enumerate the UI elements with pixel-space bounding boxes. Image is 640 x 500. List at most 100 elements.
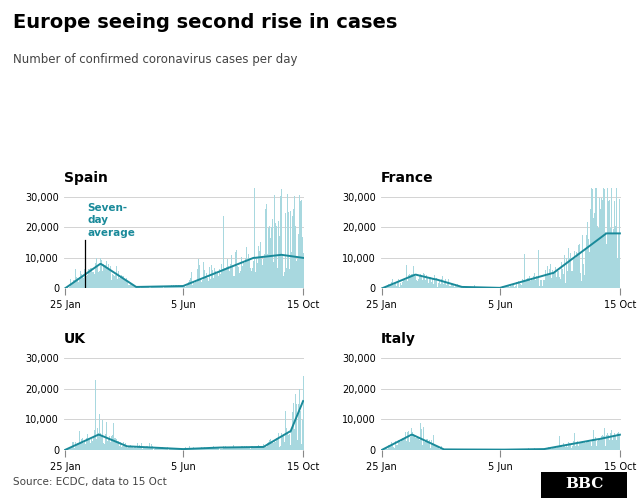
Bar (614, 432, 615, 450)
Bar (220, 448, 221, 450)
Bar (608, 201, 609, 288)
Bar (458, 286, 459, 288)
Bar (257, 261, 259, 288)
Bar (513, 284, 514, 288)
Bar (580, 443, 582, 450)
Bar (536, 276, 538, 288)
Bar (475, 287, 476, 288)
Bar (511, 286, 512, 288)
Bar (210, 448, 211, 450)
Bar (284, 442, 285, 450)
Bar (467, 287, 468, 288)
Bar (83, 278, 84, 288)
Bar (576, 442, 577, 450)
Bar (521, 285, 522, 288)
Bar (557, 270, 558, 288)
Bar (84, 441, 85, 450)
Bar (160, 287, 161, 288)
Bar (298, 234, 299, 288)
Bar (236, 447, 237, 450)
Bar (553, 448, 554, 450)
Bar (411, 274, 412, 288)
Bar (74, 448, 76, 450)
Bar (583, 442, 584, 450)
Bar (569, 258, 570, 288)
Bar (549, 448, 550, 450)
Bar (394, 448, 395, 450)
Bar (600, 209, 602, 288)
Bar (560, 446, 561, 450)
Bar (122, 446, 123, 450)
Bar (393, 447, 394, 450)
Bar (451, 284, 452, 288)
Bar (547, 266, 548, 288)
Bar (422, 280, 423, 288)
Bar (67, 449, 68, 450)
Bar (214, 268, 215, 288)
Bar (98, 434, 99, 450)
Bar (169, 449, 170, 450)
Bar (211, 278, 212, 288)
Bar (426, 440, 428, 450)
Bar (449, 286, 450, 288)
Bar (515, 286, 516, 288)
Bar (226, 266, 227, 288)
Bar (152, 446, 153, 450)
Bar (397, 445, 398, 450)
Bar (552, 448, 553, 450)
Bar (292, 402, 294, 450)
Bar (104, 266, 105, 288)
Bar (178, 285, 179, 288)
Bar (175, 285, 177, 288)
Bar (438, 446, 439, 450)
Bar (452, 449, 453, 450)
Bar (594, 213, 595, 288)
Bar (132, 284, 133, 288)
Bar (273, 443, 274, 450)
Bar (250, 448, 252, 450)
Bar (246, 260, 248, 288)
Bar (134, 446, 135, 450)
Bar (94, 274, 95, 288)
Bar (615, 436, 616, 450)
Bar (276, 438, 277, 450)
Bar (404, 432, 406, 450)
Bar (277, 268, 278, 288)
Bar (118, 283, 120, 288)
Bar (113, 275, 114, 288)
Bar (433, 254, 435, 288)
Bar (208, 448, 209, 450)
Bar (297, 440, 298, 450)
Bar (289, 270, 290, 288)
Bar (105, 434, 106, 450)
Bar (618, 434, 620, 450)
Bar (605, 446, 606, 450)
Bar (196, 448, 197, 450)
Bar (461, 284, 463, 288)
Bar (81, 276, 83, 288)
Bar (426, 275, 428, 288)
Bar (541, 280, 542, 288)
Bar (597, 226, 598, 288)
Bar (437, 287, 438, 288)
Bar (256, 258, 257, 288)
Bar (409, 274, 410, 288)
Bar (68, 448, 69, 450)
Bar (602, 200, 604, 288)
Bar (191, 448, 193, 450)
Bar (158, 287, 159, 288)
Bar (285, 198, 287, 288)
Bar (388, 284, 389, 288)
Bar (278, 433, 279, 450)
Bar (230, 448, 232, 450)
Bar (213, 446, 214, 450)
Bar (107, 266, 108, 288)
Bar (505, 286, 506, 288)
Bar (551, 448, 552, 450)
Bar (403, 438, 404, 450)
Bar (538, 250, 539, 288)
Bar (452, 283, 453, 288)
Bar (402, 282, 403, 288)
Bar (246, 447, 248, 450)
Bar (612, 440, 613, 450)
